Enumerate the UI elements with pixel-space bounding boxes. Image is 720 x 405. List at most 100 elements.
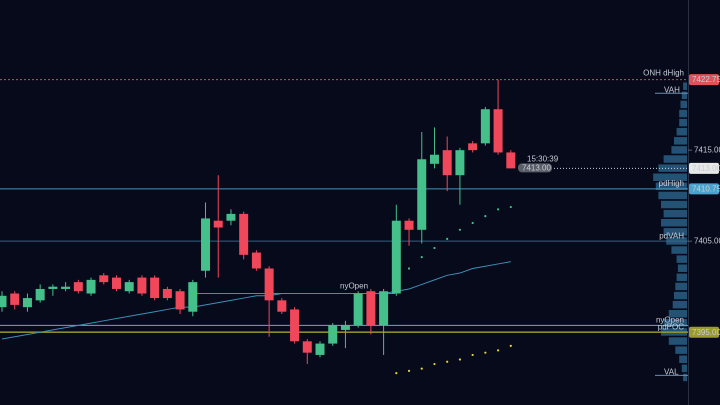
candle-body	[353, 293, 363, 326]
candle-body	[226, 213, 236, 221]
candle-body	[417, 159, 427, 230]
candle-body	[150, 277, 160, 299]
indicator-dot	[484, 351, 487, 354]
candle-body	[315, 343, 325, 355]
profile-bar	[658, 191, 687, 200]
moving-average	[1, 261, 511, 340]
profile-bar	[677, 264, 687, 272]
indicator-dot	[420, 256, 423, 259]
candle-body	[290, 309, 300, 342]
candle-body	[48, 286, 58, 289]
candle-body	[162, 288, 172, 299]
candle-body	[277, 300, 287, 312]
candle-body	[99, 275, 109, 283]
price-label-box	[689, 74, 719, 86]
candle-body	[175, 291, 185, 310]
candle-body	[213, 220, 223, 228]
candle-body	[455, 150, 465, 176]
price-label-box	[689, 162, 719, 174]
candle-body	[188, 282, 198, 312]
profile-bar	[683, 82, 687, 90]
level-name: pdVAH	[659, 231, 684, 240]
price-label: 7395.00	[692, 328, 720, 337]
profile-bar	[676, 255, 687, 263]
profile-bar	[681, 91, 687, 100]
profile-bar	[671, 246, 687, 254]
candle-body	[328, 325, 338, 344]
candle-body	[379, 291, 389, 326]
candle-body	[111, 277, 121, 289]
candle-body	[506, 152, 516, 169]
candle-body	[22, 298, 32, 308]
indicator-dot	[407, 267, 411, 270]
candle-body	[404, 220, 414, 230]
profile-bar	[658, 164, 687, 172]
profile-bar	[674, 137, 687, 145]
candle-body	[124, 282, 134, 292]
profile-bar	[663, 209, 687, 218]
candle-body	[239, 213, 249, 255]
level-name: ONH dHigh	[643, 69, 684, 78]
profile-bar	[679, 109, 687, 118]
countdown: 15:30:39	[527, 154, 559, 163]
current-price-tag	[518, 163, 552, 173]
indicator-dot	[496, 208, 500, 211]
candle-body	[340, 325, 350, 330]
level-name: pdHigh	[659, 179, 684, 188]
candle-body	[86, 279, 96, 294]
candle-body	[0, 295, 7, 308]
candle-body	[391, 220, 401, 294]
indicator-dot	[509, 344, 512, 347]
profile-bar	[680, 100, 687, 109]
price-label-box	[689, 183, 719, 195]
indicator-dot	[433, 362, 436, 366]
y-tick-label: 7415.00	[694, 145, 720, 154]
indicator-dot	[446, 360, 449, 363]
price-label: 7410.75	[692, 184, 720, 193]
profile-bar	[683, 373, 687, 382]
indicator-dot	[496, 349, 500, 352]
profile-mark-label: VAL	[664, 368, 679, 377]
level-name: nyOpen	[656, 315, 684, 324]
profile-mark-label: VAH	[664, 85, 680, 94]
indicator-dot	[458, 358, 462, 361]
candle-body	[10, 293, 20, 305]
profile-bar	[668, 309, 687, 318]
current-price-tag-label: 7413.00	[522, 163, 551, 172]
profile-bar	[653, 173, 687, 181]
price-label: 7422.75	[692, 75, 720, 84]
profile-bar	[661, 218, 687, 227]
profile-bar	[661, 200, 687, 209]
indicator-dot	[471, 221, 474, 225]
level-name: pdPOC	[658, 322, 684, 331]
profile-bar	[663, 228, 687, 236]
candle-body	[137, 277, 147, 294]
candle-body	[366, 291, 376, 326]
candle-body	[480, 109, 490, 144]
profile-bar	[672, 300, 687, 309]
indicator-dot	[484, 215, 487, 218]
candle-body	[251, 252, 261, 269]
profile-bar	[675, 346, 687, 354]
profile-bar	[679, 118, 687, 127]
indicator-dot	[407, 369, 411, 372]
price-label: 7413.00	[692, 164, 720, 173]
candle-body	[429, 154, 439, 164]
profile-bar	[676, 127, 687, 136]
indicator-dot	[433, 246, 436, 250]
candle-body	[73, 282, 83, 292]
indicator-dot	[446, 237, 449, 241]
candle-body	[493, 109, 503, 153]
indicator-dot	[458, 228, 462, 231]
profile-bar	[671, 146, 687, 154]
candle-body	[468, 143, 478, 151]
candle-body	[264, 268, 274, 301]
profile-bar	[679, 355, 687, 363]
candle-body	[61, 286, 71, 289]
profile-bar	[675, 282, 687, 291]
profile-bar	[663, 155, 687, 163]
indicator-dot	[471, 353, 474, 357]
